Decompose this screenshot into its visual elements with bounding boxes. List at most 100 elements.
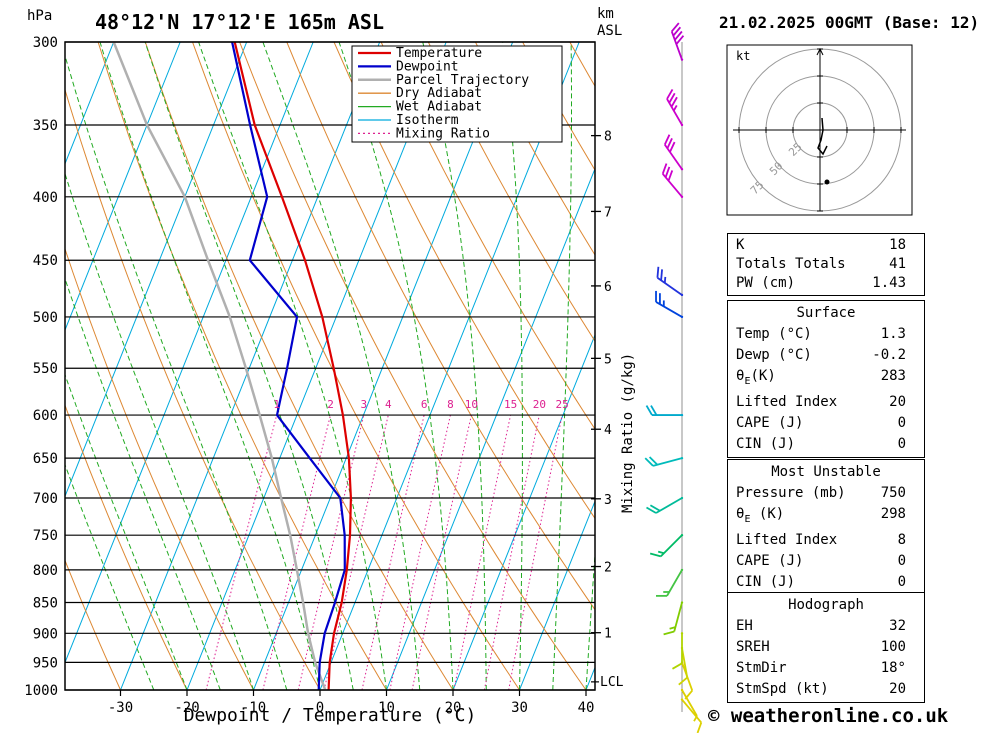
x-axis-label: Dewpoint / Temperature (°C) bbox=[183, 705, 477, 726]
run-datetime: 21.02.2025 00GMT (Base: 12) bbox=[719, 13, 980, 32]
temp-tick-label: 20 bbox=[445, 700, 462, 716]
table-row: CIN (J) 0 bbox=[728, 434, 924, 455]
row-label: SREH bbox=[736, 639, 770, 655]
temp-tick-label: 10 bbox=[378, 700, 395, 716]
row-label: Pressure (mb) bbox=[736, 485, 846, 501]
hodograph-unit-label: kt bbox=[736, 49, 750, 63]
temperature-curve bbox=[233, 42, 353, 690]
row-label: CIN (J) bbox=[736, 573, 796, 590]
altitude-unit-km: km bbox=[597, 6, 614, 22]
mixing-ratio-value-label: 3 bbox=[361, 398, 368, 411]
table-row: θE (K) 298 bbox=[728, 504, 924, 530]
row-label: CIN (J) bbox=[736, 435, 796, 452]
km-tick-label: 8 bbox=[604, 130, 612, 145]
wind-barb bbox=[663, 601, 684, 636]
pressure-tick-label: 800 bbox=[33, 563, 58, 579]
pressure-tick-label: 750 bbox=[33, 528, 58, 544]
surface-table: Surface Temp (°C) 1.3 Dewp (°C) -0.2 θE(K) 283… bbox=[727, 300, 925, 458]
wind-barb bbox=[663, 134, 684, 171]
table-header: Surface bbox=[796, 305, 856, 321]
row-value: 20 bbox=[889, 393, 906, 410]
table-row: K 18 bbox=[728, 236, 924, 255]
table-row: StmSpd (kt) 20 bbox=[728, 679, 924, 700]
parcel-trajectory-curve bbox=[112, 42, 327, 690]
table-header: Most Unstable bbox=[771, 464, 881, 480]
legend-label: Isotherm bbox=[396, 113, 459, 128]
km-tick-label: 4 bbox=[604, 423, 612, 438]
wind-barb bbox=[645, 405, 684, 417]
row-label: θE(K) bbox=[736, 368, 776, 387]
row-value: 0 bbox=[897, 435, 906, 452]
wind-barb bbox=[646, 496, 684, 514]
mixing-ratio-value-label: 1 bbox=[273, 398, 280, 411]
pressure-tick-label: 1000 bbox=[24, 683, 58, 699]
table-row: CIN (J) 0 bbox=[728, 572, 924, 593]
km-tick-label: 3 bbox=[604, 493, 612, 508]
row-value: 0 bbox=[897, 573, 906, 590]
pressure-tick-label: 900 bbox=[33, 626, 58, 642]
sounding-curves bbox=[112, 42, 353, 690]
wind-barb bbox=[655, 290, 684, 319]
wind-barb bbox=[661, 163, 684, 199]
plot-frame bbox=[64, 41, 596, 691]
pressure-tick-label: 350 bbox=[33, 118, 58, 134]
temp-tick-label: -30 bbox=[108, 700, 133, 716]
row-label: Temp (°C) bbox=[736, 326, 812, 342]
row-label: Dewp (°C) bbox=[736, 347, 812, 363]
mixing-ratio-value-label: 2 bbox=[327, 398, 334, 411]
mixing-ratio-lines bbox=[205, 414, 563, 690]
table-header: Hodograph bbox=[788, 597, 864, 613]
row-label: StmDir bbox=[736, 660, 787, 676]
row-label: CAPE (J) bbox=[736, 552, 804, 569]
row-value: 1.3 bbox=[880, 326, 906, 342]
legend-label: Parcel Trajectory bbox=[396, 73, 529, 88]
legend-label: Dry Adiabat bbox=[396, 86, 482, 101]
row-value: 298 bbox=[880, 506, 906, 522]
pressure-tick-label: 450 bbox=[33, 253, 58, 269]
table-row: PW (cm) 1.43 bbox=[728, 274, 924, 293]
row-value: 20 bbox=[889, 681, 906, 697]
pressure-tick-label: 650 bbox=[33, 451, 58, 467]
table-row: SREH 100 bbox=[728, 637, 924, 658]
km-tick-label: 5 bbox=[604, 352, 612, 367]
wind-barb bbox=[649, 533, 684, 558]
dewpoint-curve bbox=[231, 42, 346, 690]
page-title: 48°12'N 17°12'E 165m ASL bbox=[95, 10, 384, 34]
pressure-tick-label: 300 bbox=[33, 35, 58, 51]
row-label: Lifted Index bbox=[736, 393, 838, 410]
row-value: 0 bbox=[897, 414, 906, 431]
pressure-tick-label: 400 bbox=[33, 190, 58, 206]
pressure-tick-label: 550 bbox=[33, 361, 58, 377]
row-value: 18° bbox=[880, 660, 906, 676]
table-row: StmDir 18° bbox=[728, 658, 924, 679]
temp-tick-label: -20 bbox=[174, 700, 199, 716]
most-unstable-table: Most Unstable Pressure (mb) 750 θE (K) 298 Li… bbox=[727, 459, 925, 596]
row-label: Totals Totals bbox=[736, 256, 846, 272]
mixing-ratio-value-label: 4 bbox=[385, 398, 392, 411]
wind-barb bbox=[680, 698, 703, 733]
mixing-ratio-axis-label: Mixing Ratio (g/kg) bbox=[620, 352, 636, 513]
copyright: © weatheronline.co.uk bbox=[708, 705, 949, 727]
table-row: Lifted Index 20 bbox=[728, 392, 924, 413]
row-label: Lifted Index bbox=[736, 531, 838, 548]
legend-frame bbox=[351, 45, 563, 143]
row-label: StmSpd (kt) bbox=[736, 681, 829, 697]
mixing-ratio-value-label: 20 bbox=[533, 398, 546, 411]
wind-barb bbox=[656, 568, 684, 597]
row-value: 32 bbox=[889, 618, 906, 634]
temp-tick-label: 0 bbox=[316, 700, 324, 716]
pressure-tick-label: 600 bbox=[33, 408, 58, 424]
row-value: 1.43 bbox=[872, 275, 906, 291]
row-value: 750 bbox=[880, 485, 906, 501]
temp-tick-label: -10 bbox=[241, 700, 266, 716]
km-tick-label: 7 bbox=[604, 205, 612, 220]
row-label: θE (K) bbox=[736, 506, 785, 525]
row-value: 41 bbox=[889, 256, 906, 272]
pressure-tick-label: 850 bbox=[33, 596, 58, 612]
legend-label: Dewpoint bbox=[396, 59, 459, 74]
hodograph-trace bbox=[817, 117, 828, 156]
